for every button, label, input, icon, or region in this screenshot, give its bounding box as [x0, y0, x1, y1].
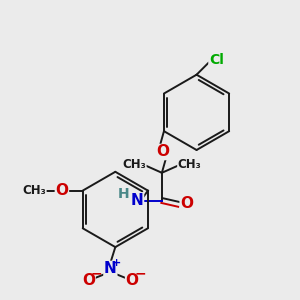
Text: N: N — [131, 193, 143, 208]
Text: Cl: Cl — [209, 53, 224, 67]
Text: O: O — [82, 273, 95, 288]
Text: CH₃: CH₃ — [122, 158, 146, 171]
Text: −: − — [134, 267, 146, 281]
Text: CH₃: CH₃ — [178, 158, 202, 171]
Text: N: N — [104, 261, 117, 276]
Text: −: − — [91, 267, 102, 281]
Text: O: O — [56, 183, 68, 198]
Text: H: H — [117, 187, 129, 201]
Text: O: O — [180, 196, 193, 211]
Text: CH₃: CH₃ — [22, 184, 46, 197]
Text: O: O — [156, 145, 170, 160]
Text: O: O — [126, 273, 139, 288]
Text: +: + — [112, 258, 121, 268]
